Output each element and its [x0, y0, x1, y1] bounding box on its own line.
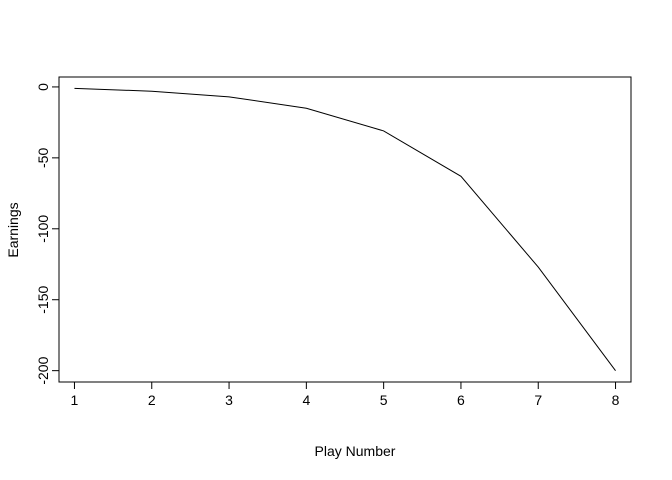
y-axis: 0 -50 -100 -150 -200 — [35, 83, 60, 385]
x-tick-label: 7 — [534, 392, 542, 408]
series-group — [74, 87, 616, 371]
y-tick-label: -200 — [35, 356, 51, 384]
x-tick-label: 3 — [225, 392, 233, 408]
x-axis: 1 2 3 4 5 6 7 8 — [71, 381, 620, 408]
x-axis-title: Play Number — [315, 443, 396, 459]
x-tick-label: 8 — [612, 392, 620, 408]
y-tick-label: 0 — [35, 83, 51, 91]
series-line — [74, 87, 616, 371]
y-axis-title: Earnings — [5, 202, 21, 257]
y-tick-label: -50 — [35, 148, 51, 168]
y-tick-label: -150 — [35, 286, 51, 314]
x-tick-label: 6 — [457, 392, 465, 408]
y-tick-label: -100 — [35, 215, 51, 243]
x-tick-label: 5 — [380, 392, 388, 408]
plot-area-frame — [58, 76, 632, 383]
x-tick-label: 4 — [302, 392, 310, 408]
x-tick-label: 2 — [148, 392, 156, 408]
x-tick-label: 1 — [71, 392, 79, 408]
